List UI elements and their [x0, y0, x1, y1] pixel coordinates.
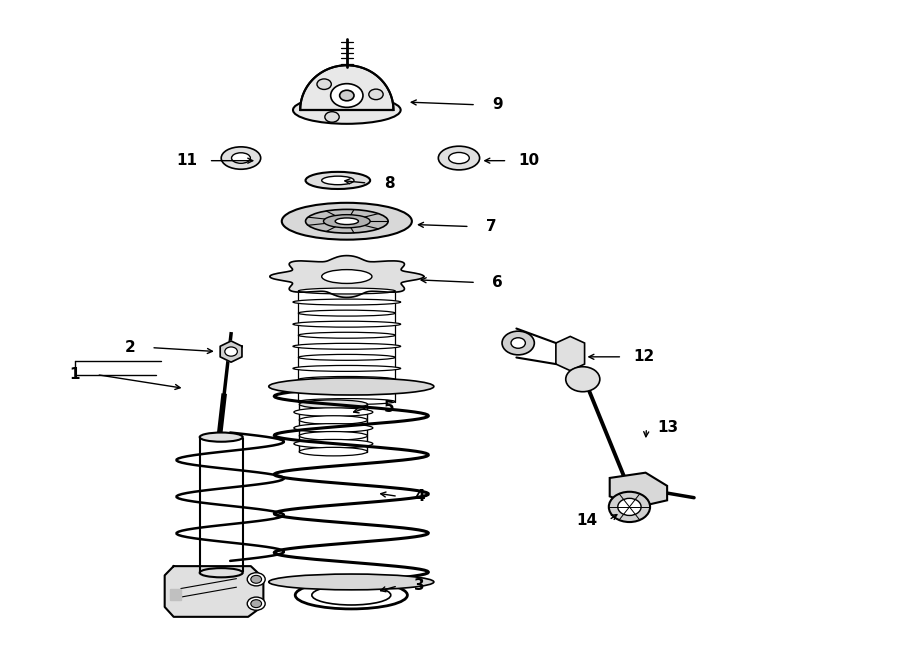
Ellipse shape [282, 203, 412, 240]
Ellipse shape [293, 96, 400, 124]
Ellipse shape [293, 343, 400, 349]
Ellipse shape [449, 153, 469, 164]
Ellipse shape [321, 176, 354, 184]
Ellipse shape [221, 147, 261, 169]
Circle shape [330, 84, 363, 107]
Text: 4: 4 [414, 489, 425, 504]
Text: 1: 1 [69, 367, 80, 382]
Circle shape [511, 338, 526, 348]
Ellipse shape [295, 581, 408, 609]
Polygon shape [609, 473, 667, 507]
Ellipse shape [299, 332, 395, 338]
Ellipse shape [323, 215, 370, 228]
Ellipse shape [269, 378, 434, 395]
Polygon shape [165, 566, 264, 617]
Ellipse shape [231, 153, 250, 163]
Circle shape [251, 575, 262, 583]
Polygon shape [270, 256, 424, 297]
Ellipse shape [293, 366, 400, 371]
Polygon shape [170, 588, 181, 600]
Polygon shape [301, 65, 393, 110]
Ellipse shape [300, 447, 367, 456]
Circle shape [608, 492, 650, 522]
Text: 9: 9 [492, 97, 503, 112]
Circle shape [369, 89, 383, 100]
Circle shape [325, 112, 339, 122]
Text: 8: 8 [383, 176, 394, 190]
Ellipse shape [305, 172, 370, 189]
Ellipse shape [299, 310, 395, 316]
Ellipse shape [293, 299, 400, 305]
Ellipse shape [293, 387, 400, 393]
Text: 6: 6 [492, 275, 503, 290]
Ellipse shape [299, 377, 395, 383]
Ellipse shape [200, 568, 243, 577]
Text: 11: 11 [176, 153, 198, 168]
Ellipse shape [294, 440, 373, 448]
Ellipse shape [200, 432, 243, 442]
Text: 3: 3 [414, 578, 425, 594]
Ellipse shape [299, 354, 395, 360]
Circle shape [251, 600, 262, 607]
Ellipse shape [300, 416, 367, 424]
Ellipse shape [293, 321, 400, 327]
Ellipse shape [311, 585, 391, 605]
Text: 14: 14 [577, 512, 598, 527]
Ellipse shape [335, 218, 358, 225]
Circle shape [566, 367, 599, 392]
Ellipse shape [438, 146, 480, 170]
Circle shape [248, 597, 266, 610]
Ellipse shape [294, 408, 373, 416]
Ellipse shape [299, 288, 395, 294]
Text: 10: 10 [518, 153, 539, 168]
Polygon shape [220, 341, 242, 362]
Ellipse shape [321, 270, 372, 284]
Ellipse shape [299, 399, 395, 405]
Text: 2: 2 [124, 340, 135, 355]
Ellipse shape [294, 424, 373, 432]
Text: 5: 5 [383, 400, 394, 415]
Circle shape [317, 79, 331, 89]
Circle shape [502, 331, 535, 355]
Ellipse shape [305, 210, 388, 233]
Circle shape [248, 572, 266, 586]
Circle shape [617, 498, 641, 516]
Circle shape [339, 91, 354, 100]
Text: 13: 13 [658, 420, 679, 436]
Text: 7: 7 [486, 219, 497, 234]
Ellipse shape [300, 432, 367, 440]
Text: 12: 12 [634, 349, 654, 364]
Ellipse shape [269, 574, 434, 590]
Polygon shape [556, 336, 585, 371]
Ellipse shape [300, 400, 367, 408]
Circle shape [225, 347, 238, 356]
